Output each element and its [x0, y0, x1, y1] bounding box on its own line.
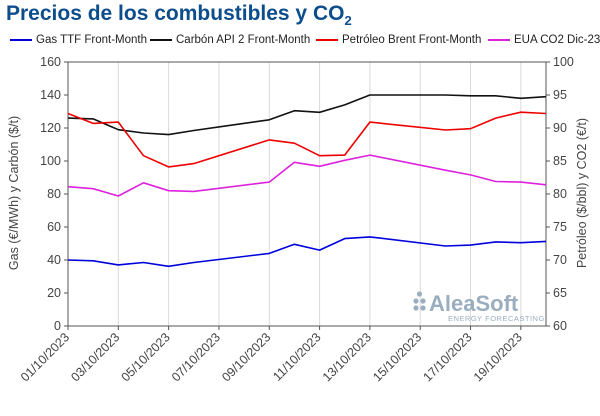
left-tick-label: 60: [47, 220, 61, 234]
legend-label-carbon: Carbón API 2 Front-Month: [176, 34, 311, 46]
legend-label-brent: Petróleo Brent Front-Month: [342, 34, 482, 46]
right-y-axis: 60 65 70 75 80 85 90 95 100: [546, 55, 574, 333]
watermark-tagline: ENERGY FORECASTING: [448, 314, 545, 323]
right-tick-label: 65: [553, 286, 567, 300]
left-tick-label: 20: [47, 286, 61, 300]
legend-item-brent[interactable]: Petróleo Brent Front-Month: [316, 34, 481, 46]
legend-swatch-carbon: [150, 39, 172, 41]
x-tick-label: 17/10/2023: [421, 330, 475, 384]
right-tick-label: 75: [553, 220, 567, 234]
plot-border: [67, 61, 547, 327]
chart-legend: Gas TTF Front-Month Carbón API 2 Front-M…: [0, 34, 600, 50]
right-axis-title: Petróleo ($/bbl) y CO2 (€/t): [575, 118, 589, 268]
x-tick-label: 13/10/2023: [320, 330, 374, 384]
legend-item-carbon[interactable]: Carbón API 2 Front-Month: [150, 34, 310, 46]
right-tick-label: 70: [553, 253, 567, 267]
series-line-1: [67, 94, 547, 136]
right-tick-label: 85: [553, 154, 567, 168]
aleasoft-watermark: AleaSoft ENERGY FORECASTING: [413, 291, 544, 323]
x-tick-label: 05/10/2023: [119, 330, 173, 384]
grid-lines: [67, 62, 522, 326]
x-axis: 01/10/202303/10/202305/10/202307/10/2023…: [18, 326, 525, 384]
left-tick-label: 80: [47, 187, 61, 201]
x-tick-label: 03/10/2023: [68, 330, 122, 384]
plot-frame: [67, 61, 547, 327]
x-tick-label: 09/10/2023: [219, 330, 273, 384]
right-tick-label: 100: [553, 55, 574, 69]
left-tick-label: 0: [54, 319, 61, 333]
right-tick-label: 95: [553, 88, 567, 102]
right-tick-label: 80: [553, 187, 567, 201]
legend-swatch-brent: [316, 39, 338, 41]
left-axis-title: Gas (€/MWh) y Carbón ($/t): [7, 116, 21, 270]
left-y-axis: 0 20 40 60 80 100 120 140 160: [40, 55, 68, 333]
chart-title: Precios de los combustibles y CO2: [6, 2, 352, 29]
legend-label-co2: EUA CO2 Dic-23: [514, 34, 600, 46]
x-tick-label: 19/10/2023: [471, 330, 525, 384]
x-tick-label: 15/10/2023: [370, 330, 424, 384]
legend-swatch-co2: [488, 39, 510, 41]
left-tick-label: 120: [40, 121, 61, 135]
aleasoft-logo-icon: [413, 291, 426, 311]
left-tick-label: 100: [40, 154, 61, 168]
right-tick-label: 60: [553, 319, 567, 333]
x-tick-label: 11/10/2023: [270, 330, 324, 384]
legend-swatch-gas: [10, 39, 32, 41]
right-axis-label: Petróleo ($/bbl) y CO2 (€/t): [575, 118, 589, 268]
left-tick-label: 40: [47, 253, 61, 267]
x-tick-label: 07/10/2023: [169, 330, 223, 384]
legend-label-gas: Gas TTF Front-Month: [36, 34, 147, 46]
legend-item-co2[interactable]: EUA CO2 Dic-23: [488, 34, 600, 46]
series-line-3: [67, 154, 547, 197]
left-axis-label: Gas (€/MWh) y Carbón ($/t): [7, 116, 21, 270]
series-line-2: [67, 111, 547, 168]
series-line-0: [67, 236, 547, 268]
series-lines: [67, 94, 547, 268]
x-tick-label: 01/10/2023: [18, 330, 72, 384]
left-tick-label: 140: [40, 88, 61, 102]
legend-item-gas[interactable]: Gas TTF Front-Month: [10, 34, 147, 46]
watermark-brand: AleaSoft: [429, 291, 519, 316]
left-tick-label: 160: [40, 55, 61, 69]
right-tick-label: 90: [553, 121, 567, 135]
